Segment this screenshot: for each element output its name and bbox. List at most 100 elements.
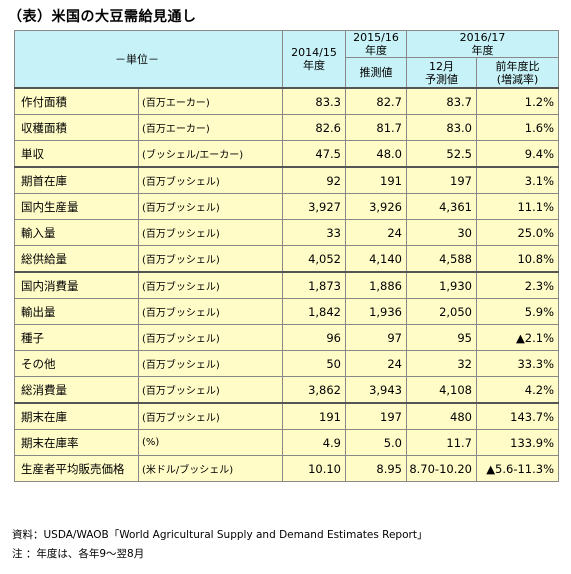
cell-y2016: 4,588 <box>406 245 477 273</box>
soybean-supply-demand-table: －単位－ 2014/15 年度 2015/16 年度 2016/17 年度 推測… <box>14 30 560 482</box>
cell-item: その他 <box>14 350 139 377</box>
col-2014-header: 2014/15 年度 <box>282 30 346 89</box>
cell-y2014: 92 <box>282 166 346 194</box>
cell-unit: (百万ブッシェル) <box>138 193 283 220</box>
table-row: 作付面積 (百万エーカー) 83.3 82.7 83.7 1.2% <box>14 87 560 115</box>
cell-ratio: 10.8% <box>475 245 560 273</box>
cell-y2016: 197 <box>406 166 477 194</box>
table-row: 収穫面積 (百万エーカー) 82.6 81.7 83.0 1.6% <box>14 114 560 141</box>
table-row: 期末在庫率 (%) 4.9 5.0 11.7 133.9% <box>14 429 560 456</box>
table-title: （表）米国の大豆需給見通し <box>8 9 197 25</box>
cell-ratio: ▲2.1% <box>475 324 560 351</box>
cell-y2014: 1,842 <box>282 298 346 325</box>
col-2016-ratio: 前年度比 (増減率) <box>475 57 560 89</box>
cell-y2016: 52.5 <box>406 140 477 168</box>
cell-ratio: 4.2% <box>475 376 560 404</box>
cell-y2014: 47.5 <box>282 140 346 168</box>
unit-header: －単位－ <box>14 30 283 89</box>
cell-ratio: 2.3% <box>475 271 560 299</box>
cell-y2016: 95 <box>406 324 477 351</box>
period-note: 注 ：年度は、各年9～翌8月 <box>12 548 145 560</box>
cell-unit: (百万エーカー) <box>138 114 283 141</box>
unit-label: －単位－ <box>115 53 159 66</box>
cell-y2015: 1,886 <box>345 271 407 299</box>
cell-ratio: 143.7% <box>475 402 560 430</box>
table-row: 輸出量 (百万ブッシェル) 1,842 1,936 2,050 5.9% <box>14 298 560 325</box>
col-2015-sub: 推測値 <box>345 57 407 89</box>
cell-y2014: 50 <box>282 350 346 377</box>
cell-y2016: 83.0 <box>406 114 477 141</box>
cell-item: 種子 <box>14 324 139 351</box>
cell-y2014: 4.9 <box>282 429 346 456</box>
cell-unit: (百万ブッシェル) <box>138 245 283 273</box>
cell-item: 総供給量 <box>14 245 139 273</box>
cell-y2016: 11.7 <box>406 429 477 456</box>
cell-y2014: 83.3 <box>282 87 346 115</box>
cell-y2016: 30 <box>406 219 477 246</box>
cell-y2016: 480 <box>406 402 477 430</box>
cell-y2016: 32 <box>406 350 477 377</box>
cell-unit: (米ドル/ブッシェル) <box>138 455 283 482</box>
cell-y2016: 1,930 <box>406 271 477 299</box>
cell-y2016: 4,108 <box>406 376 477 404</box>
col-2016-forecast: 12月 予測値 <box>406 57 477 89</box>
table-row: 期末在庫 (百万ブッシェル) 191 197 480 143.7% <box>14 402 560 430</box>
cell-y2015: 81.7 <box>345 114 407 141</box>
cell-item: 輸入量 <box>14 219 139 246</box>
cell-y2015: 4,140 <box>345 245 407 273</box>
cell-y2015: 5.0 <box>345 429 407 456</box>
cell-y2015: 48.0 <box>345 140 407 168</box>
cell-unit: (百万ブッシェル) <box>138 350 283 377</box>
cell-item: 総消費量 <box>14 376 139 404</box>
cell-item: 国内生産量 <box>14 193 139 220</box>
table-row: 生産者平均販売価格 (米ドル/ブッシェル) 10.10 8.95 8.70-10.20 ▲… <box>14 455 560 482</box>
cell-y2015: 3,926 <box>345 193 407 220</box>
cell-ratio: 1.2% <box>475 87 560 115</box>
cell-y2015: 197 <box>345 402 407 430</box>
col-2016-header: 2016/17 年度 <box>405 30 560 58</box>
cell-y2015: 3,943 <box>345 376 407 404</box>
cell-y2014: 4,052 <box>282 245 346 273</box>
cell-unit: (百万ブッシェル) <box>138 376 283 404</box>
table-row: 種子 (百万ブッシェル) 96 97 95 ▲2.1% <box>14 324 560 351</box>
cell-item: 作付面積 <box>14 87 139 115</box>
table-row: 輸入量 (百万ブッシェル) 33 24 30 25.0% <box>14 219 560 246</box>
table-row: 国内消費量 (百万ブッシェル) 1,873 1,886 1,930 2.3% <box>14 271 560 299</box>
cell-unit: (%) <box>138 429 283 456</box>
cell-unit: (百万ブッシェル) <box>138 402 283 430</box>
cell-item: 輸出量 <box>14 298 139 325</box>
cell-ratio: 33.3% <box>475 350 560 377</box>
cell-y2016: 83.7 <box>406 87 477 115</box>
cell-ratio: ▲5.6-11.3% <box>475 455 560 482</box>
cell-y2016: 8.70-10.20 <box>406 455 477 482</box>
cell-unit: (百万ブッシェル) <box>138 166 283 194</box>
cell-ratio: 9.4% <box>475 140 560 168</box>
cell-unit: (百万ブッシェル) <box>138 219 283 246</box>
cell-item: 国内消費量 <box>14 271 139 299</box>
cell-ratio: 25.0% <box>475 219 560 246</box>
cell-unit: (百万ブッシェル) <box>138 298 283 325</box>
cell-item: 期末在庫 <box>14 402 139 430</box>
cell-ratio: 133.9% <box>475 429 560 456</box>
cell-unit: (ブッシェル/エーカー) <box>138 140 283 168</box>
source-note: 資料：USDA/WAOB「World Agricultural Supply a… <box>12 529 428 541</box>
cell-item: 期首在庫 <box>14 166 139 194</box>
table-row: 期首在庫 (百万ブッシェル) 92 191 197 3.1% <box>14 166 560 194</box>
cell-y2014: 3,862 <box>282 376 346 404</box>
cell-y2015: 8.95 <box>345 455 407 482</box>
cell-y2015: 97 <box>345 324 407 351</box>
col-2015-header: 2015/16 年度 <box>345 30 407 58</box>
cell-y2014: 33 <box>282 219 346 246</box>
table-row: 総消費量 (百万ブッシェル) 3,862 3,943 4,108 4.2% <box>14 376 560 404</box>
table-row: その他 (百万ブッシェル) 50 24 32 33.3% <box>14 350 560 377</box>
table-row: 国内生産量 (百万ブッシェル) 3,927 3,926 4,361 11.1% <box>14 193 560 220</box>
cell-unit: (百万ブッシェル) <box>138 271 283 299</box>
cell-ratio: 3.1% <box>475 166 560 194</box>
cell-y2014: 3,927 <box>282 193 346 220</box>
cell-y2015: 24 <box>345 219 407 246</box>
cell-y2014: 82.6 <box>282 114 346 141</box>
cell-item: 生産者平均販売価格 <box>14 455 139 482</box>
cell-y2016: 2,050 <box>406 298 477 325</box>
cell-y2014: 191 <box>282 402 346 430</box>
table-row: 単収 (ブッシェル/エーカー) 47.5 48.0 52.5 9.4% <box>14 140 560 168</box>
